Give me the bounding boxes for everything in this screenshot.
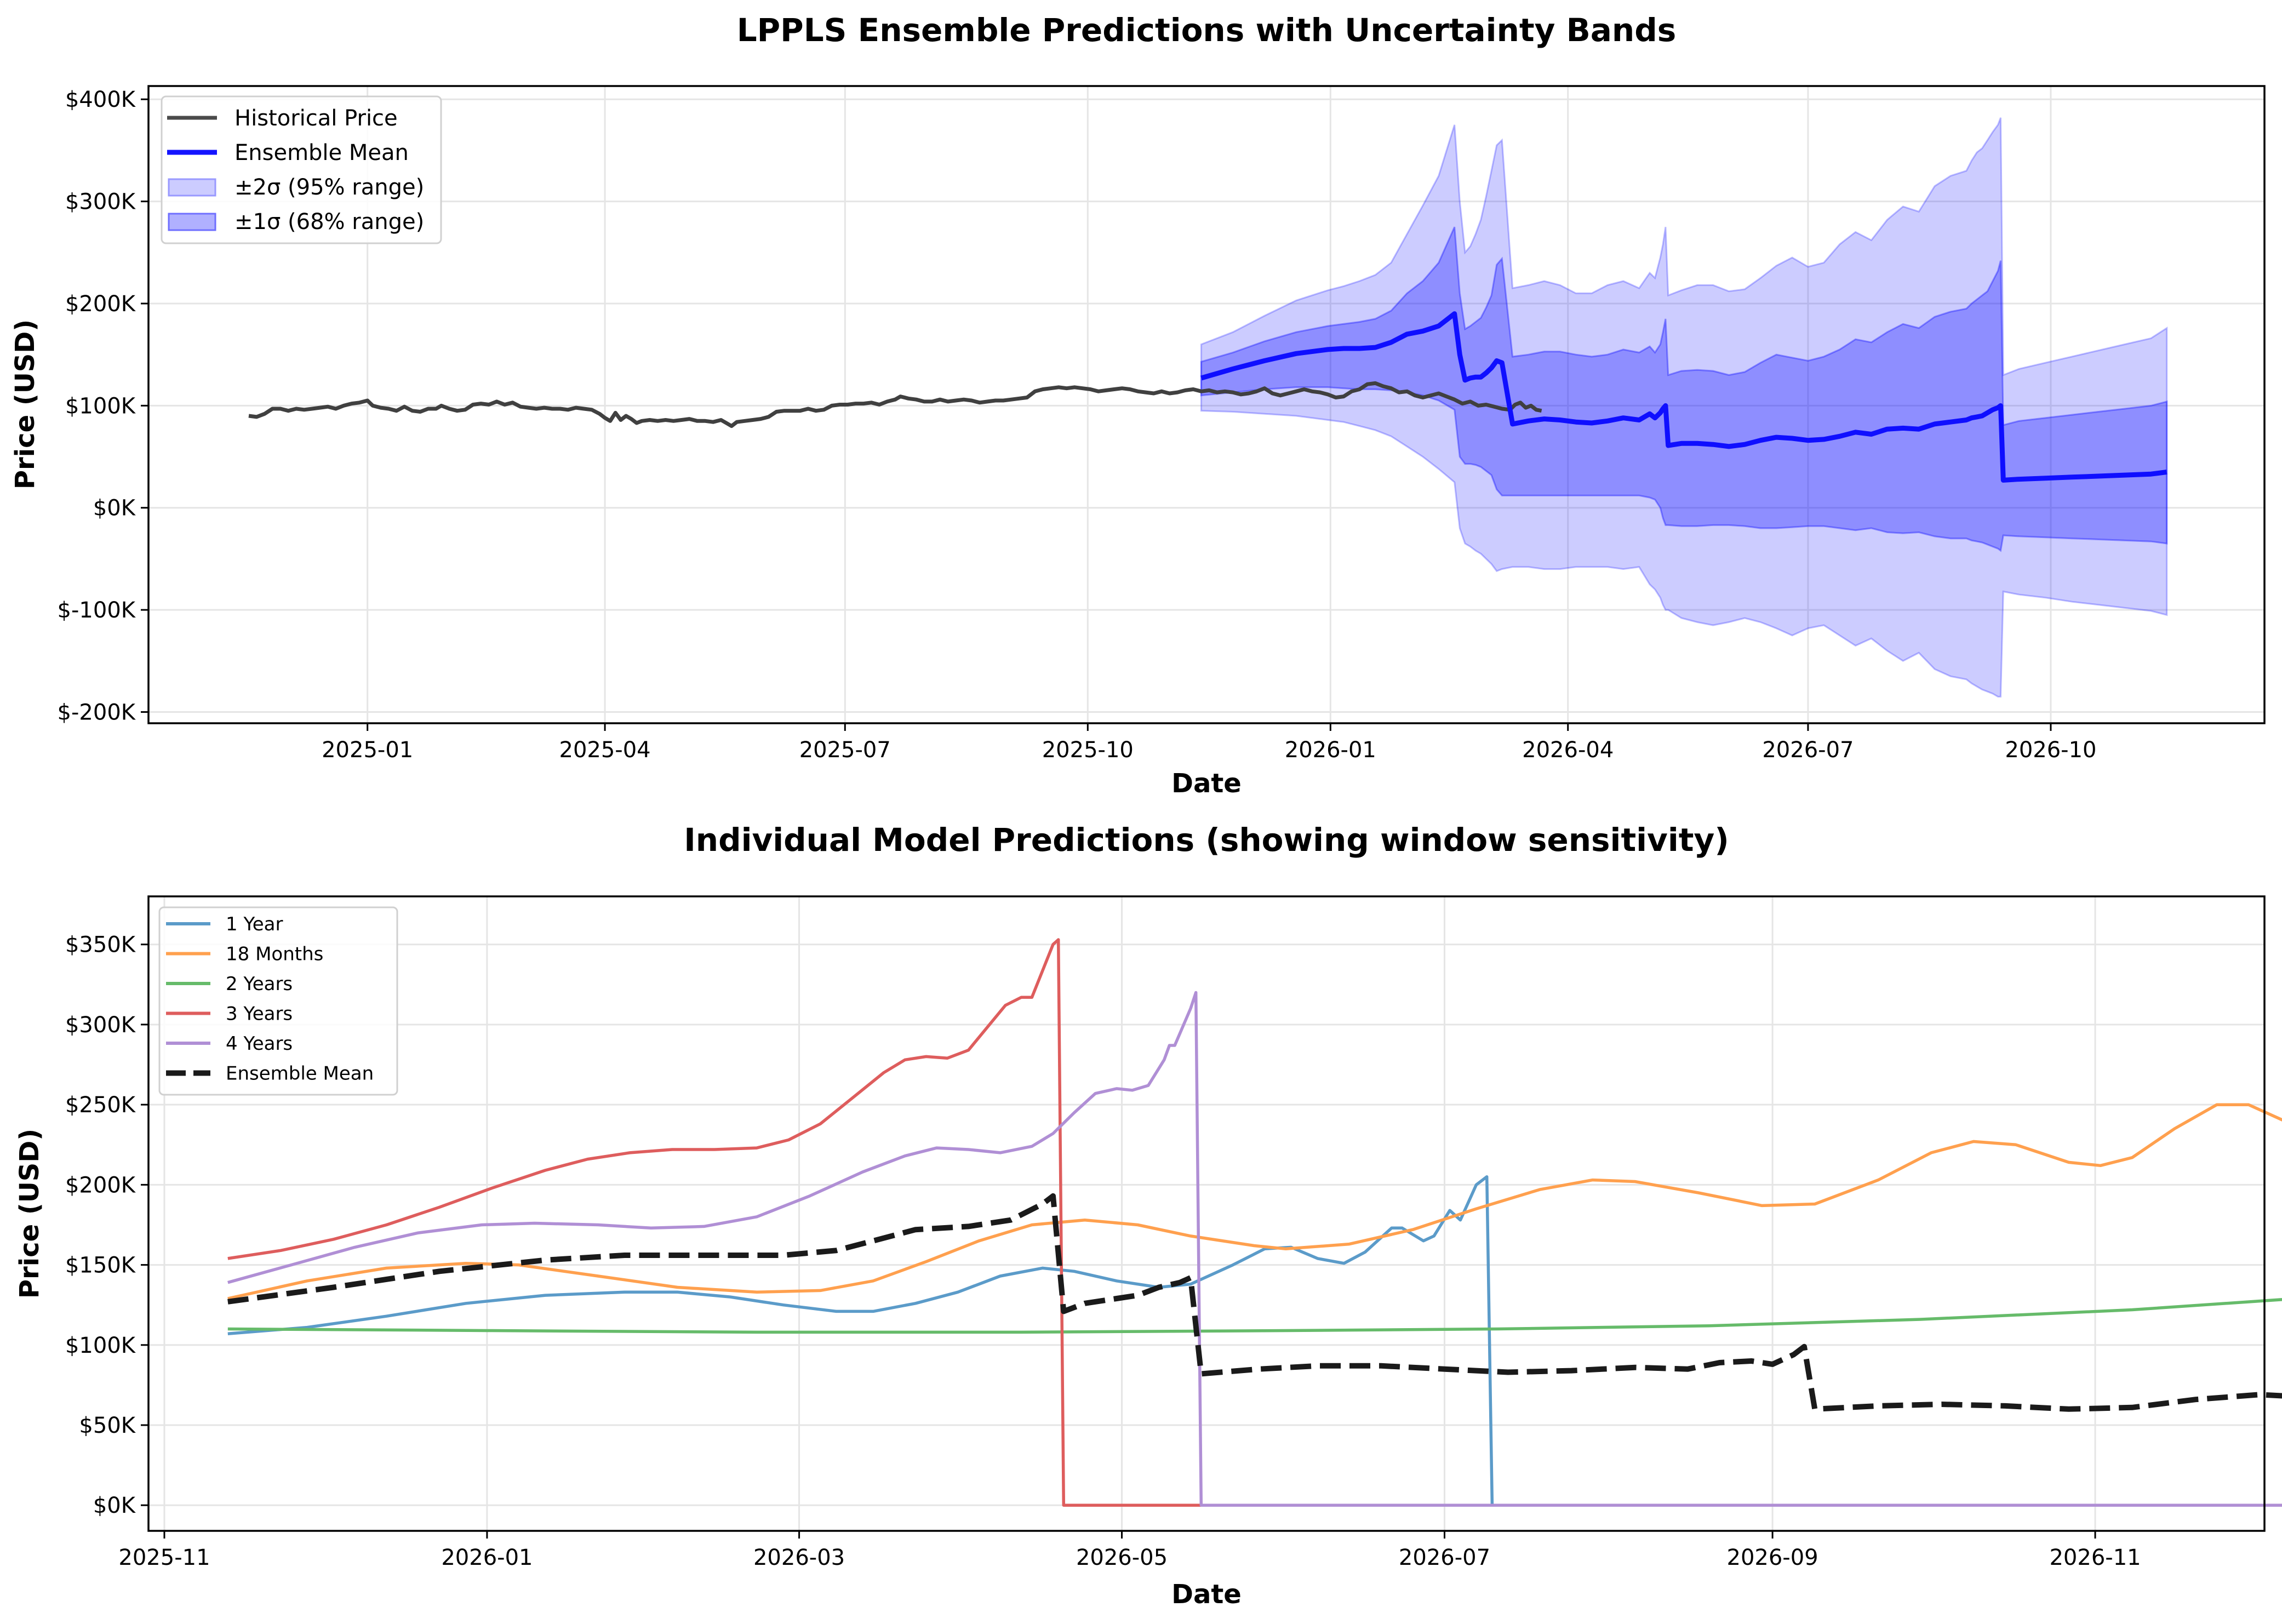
- legend-item-historical-price: Historical Price: [167, 106, 398, 131]
- legend-swatch: [168, 213, 216, 231]
- ensemble-legend-box: [161, 95, 442, 244]
- series-line-3-years: [227, 938, 2282, 1507]
- ensemble-x-tick-label: 2025-04: [559, 737, 651, 763]
- ensemble-y-tick-label: $-100K: [58, 598, 136, 623]
- ensemble-bands: [1200, 117, 2168, 697]
- individual-models-chart: Individual Model Predictions (showing wi…: [14, 821, 2282, 1610]
- ensemble-mean-line: [1200, 311, 2167, 483]
- individual-models-x-ticks: 2025-11 2026-01 2026-03 2026-05 2026-07 2026-…: [118, 1531, 2141, 1570]
- ensemble-plot-frame: [147, 85, 2266, 724]
- individual-models-plot-frame: [147, 895, 2266, 1532]
- series-line-1-year: [227, 1175, 2164, 1507]
- ensemble-y-tick-label: $200K: [65, 291, 136, 317]
- ensemble-y-tick-label: $300K: [65, 190, 136, 215]
- ensemble-x-tick-label: 2026-04: [1522, 737, 1614, 763]
- individual-models-x-tick-label: 2026-07: [1399, 1545, 1490, 1570]
- ensemble-x-tick-label: 2026-07: [1762, 737, 1854, 763]
- legend-label: 18 Months: [226, 943, 323, 965]
- individual-models-y-tick-label: $200K: [65, 1173, 136, 1198]
- legend-item-2-95-range: ±2σ (95% range): [168, 175, 424, 200]
- sigma1-band: [1200, 226, 2168, 552]
- ensemble-x-axis-label: Date: [1171, 768, 1242, 799]
- ensemble-y-axis-label: Price (USD): [10, 319, 41, 489]
- individual-models-y-tick-label: $100K: [65, 1333, 136, 1358]
- individual-models-legend-box: [158, 906, 398, 1096]
- ensemble-y-ticks: $400K $300K $200K $100K $0K $-100K $-200K: [58, 87, 148, 725]
- individual-models-y-tick-label: $0K: [93, 1493, 136, 1518]
- individual-models-chart-title: Individual Model Predictions (showing wi…: [684, 821, 1729, 859]
- historical-price-line: [248, 381, 1542, 428]
- individual-models-y-tick-label: $350K: [65, 933, 136, 958]
- series-line-ensemble-mean: [227, 1193, 2282, 1412]
- legend-item-2-years: 2 Years: [166, 973, 293, 995]
- ensemble-legend: Historical Price Ensemble Mean ±2σ (95% ra…: [161, 95, 442, 244]
- legend-label: 1 Year: [226, 913, 283, 935]
- individual-models-legend: 1 Year 18 Months 2 Years 3 Years 4 Years Ense…: [158, 906, 398, 1096]
- legend-label: ±2σ (95% range): [235, 175, 424, 200]
- individual-models-y-tick-label: $50K: [79, 1413, 136, 1438]
- ensemble-x-tick-label: 2026-01: [1285, 737, 1376, 763]
- legend-item-18-months: 18 Months: [166, 943, 323, 965]
- ensemble-x-tick-label: 2026-10: [2005, 737, 2096, 763]
- legend-item-1-year: 1 Year: [166, 913, 283, 935]
- sigma2-band: [1200, 117, 2168, 697]
- legend-label: Historical Price: [235, 106, 398, 131]
- individual-models-lines: [227, 938, 2282, 1507]
- individual-models-x-tick-label: 2026-03: [753, 1545, 845, 1570]
- legend-item-1-68-range: ±1σ (68% range): [168, 209, 424, 235]
- individual-models-x-tick-label: 2025-11: [118, 1545, 210, 1570]
- legend-label: 3 Years: [226, 1003, 293, 1025]
- individual-models-y-axis-label: Price (USD): [14, 1129, 45, 1299]
- ensemble-x-tick-label: 2025-01: [322, 737, 413, 763]
- series-line-2-years: [227, 1298, 2282, 1334]
- legend-item-4-years: 4 Years: [166, 1033, 293, 1055]
- legend-label: 2 Years: [226, 973, 293, 995]
- individual-models-y-ticks: $350K $300K $250K $200K $150K $100K $50K $0K: [65, 933, 148, 1518]
- ensemble-x-ticks: 2025-01 2025-04 2025-07 2025-10 2026-01 2026-…: [322, 723, 2097, 763]
- ensemble-chart: LPPLS Ensemble Predictions with Uncertai…: [10, 12, 2266, 799]
- ensemble-y-tick-label: $100K: [65, 393, 136, 419]
- series-line-4-years: [227, 991, 2282, 1507]
- individual-models-y-tick-label: $300K: [65, 1013, 136, 1038]
- individual-models-grid: [148, 896, 2264, 1531]
- individual-models-x-tick-label: 2026-09: [1727, 1545, 1818, 1570]
- ensemble-y-tick-label: $400K: [65, 87, 136, 112]
- series-line-18-months: [227, 1103, 2282, 1300]
- individual-models-x-tick-label: 2026-11: [2049, 1545, 2141, 1570]
- ensemble-x-tick-label: 2025-10: [1042, 737, 1134, 763]
- ensemble-y-tick-label: $-200K: [58, 700, 136, 725]
- individual-models-x-tick-label: 2026-01: [441, 1545, 533, 1570]
- ensemble-lines: [248, 311, 2167, 483]
- ensemble-y-tick-label: $0K: [93, 496, 136, 521]
- individual-models-y-tick-label: $250K: [65, 1093, 136, 1118]
- legend-label: Ensemble Mean: [226, 1063, 374, 1085]
- ensemble-grid: [148, 86, 2264, 723]
- individual-models-y-tick-label: $150K: [65, 1253, 136, 1278]
- legend-item-ensemble-mean: Ensemble Mean: [167, 140, 409, 165]
- legend-label: Ensemble Mean: [235, 140, 409, 165]
- legend-swatch: [168, 178, 216, 197]
- legend-item-ensemble-mean: Ensemble Mean: [166, 1063, 374, 1085]
- legend-label: ±1σ (68% range): [235, 209, 424, 235]
- individual-models-x-tick-label: 2026-05: [1076, 1545, 1168, 1570]
- individual-models-x-axis-label: Date: [1171, 1579, 1242, 1610]
- ensemble-x-tick-label: 2025-07: [799, 737, 891, 763]
- legend-item-3-years: 3 Years: [166, 1003, 293, 1025]
- ensemble-chart-title: LPPLS Ensemble Predictions with Uncertai…: [737, 12, 1677, 49]
- legend-label: 4 Years: [226, 1033, 293, 1055]
